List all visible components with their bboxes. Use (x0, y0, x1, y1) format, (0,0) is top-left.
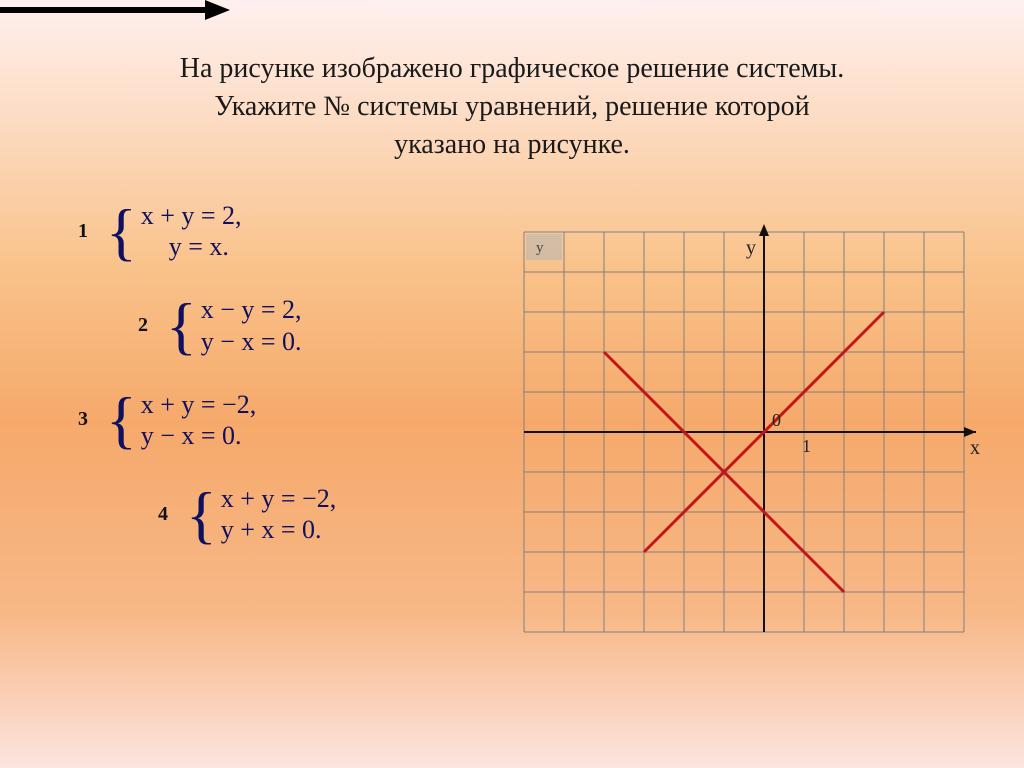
eq-line: x + y = −2, (141, 389, 257, 420)
question-line1: На рисунке изображено графическое решени… (0, 50, 1024, 88)
eq-line: y + x = 0. (221, 514, 337, 545)
svg-text:у: у (536, 240, 544, 256)
slide: На рисунке изображено графическое решени… (0, 0, 1024, 768)
question-line2: Укажите № системы уравнений, решение кот… (0, 88, 1024, 126)
question-line3: указано на рисунке. (0, 126, 1024, 164)
brace-icon: { (186, 489, 217, 540)
brace-icon: { (106, 206, 137, 257)
option-equations: { x − y = 2, y − x = 0. (166, 294, 302, 356)
eq-line: x + y = 2, (141, 200, 242, 231)
option-number: 4 (130, 503, 168, 526)
brace-icon: { (106, 394, 137, 445)
option-number: 3 (50, 408, 88, 431)
option-3[interactable]: 3 { x + y = −2, y − x = 0. (50, 389, 336, 451)
options-list: 1 { x + y = 2, y = x. 2 { x − y = 2, y −… (50, 200, 336, 578)
eq-line: x − y = 2, (201, 294, 302, 325)
coordinate-graph: у y x 0 1 (514, 222, 994, 647)
question-text: На рисунке изображено графическое решени… (0, 50, 1024, 163)
option-equations: { x + y = −2, y + x = 0. (186, 483, 336, 545)
eq-line: y = x. (141, 231, 242, 262)
eq-line: y − x = 0. (201, 326, 302, 357)
option-1[interactable]: 1 { x + y = 2, y = x. (50, 200, 336, 262)
eq-line: x + y = −2, (221, 483, 337, 514)
option-equations: { x + y = 2, y = x. (106, 200, 242, 262)
option-number: 2 (110, 314, 148, 337)
svg-text:1: 1 (802, 436, 811, 456)
svg-text:0: 0 (772, 410, 781, 430)
decor-arrow (0, 0, 230, 20)
option-number: 1 (50, 220, 88, 243)
eq-line: y − x = 0. (141, 420, 257, 451)
brace-icon: { (166, 300, 197, 351)
option-2[interactable]: 2 { x − y = 2, y − x = 0. (110, 294, 336, 356)
svg-text:x: x (970, 437, 980, 459)
svg-text:y: y (746, 237, 756, 259)
option-equations: { x + y = −2, y − x = 0. (106, 389, 256, 451)
option-4[interactable]: 4 { x + y = −2, y + x = 0. (130, 483, 336, 545)
